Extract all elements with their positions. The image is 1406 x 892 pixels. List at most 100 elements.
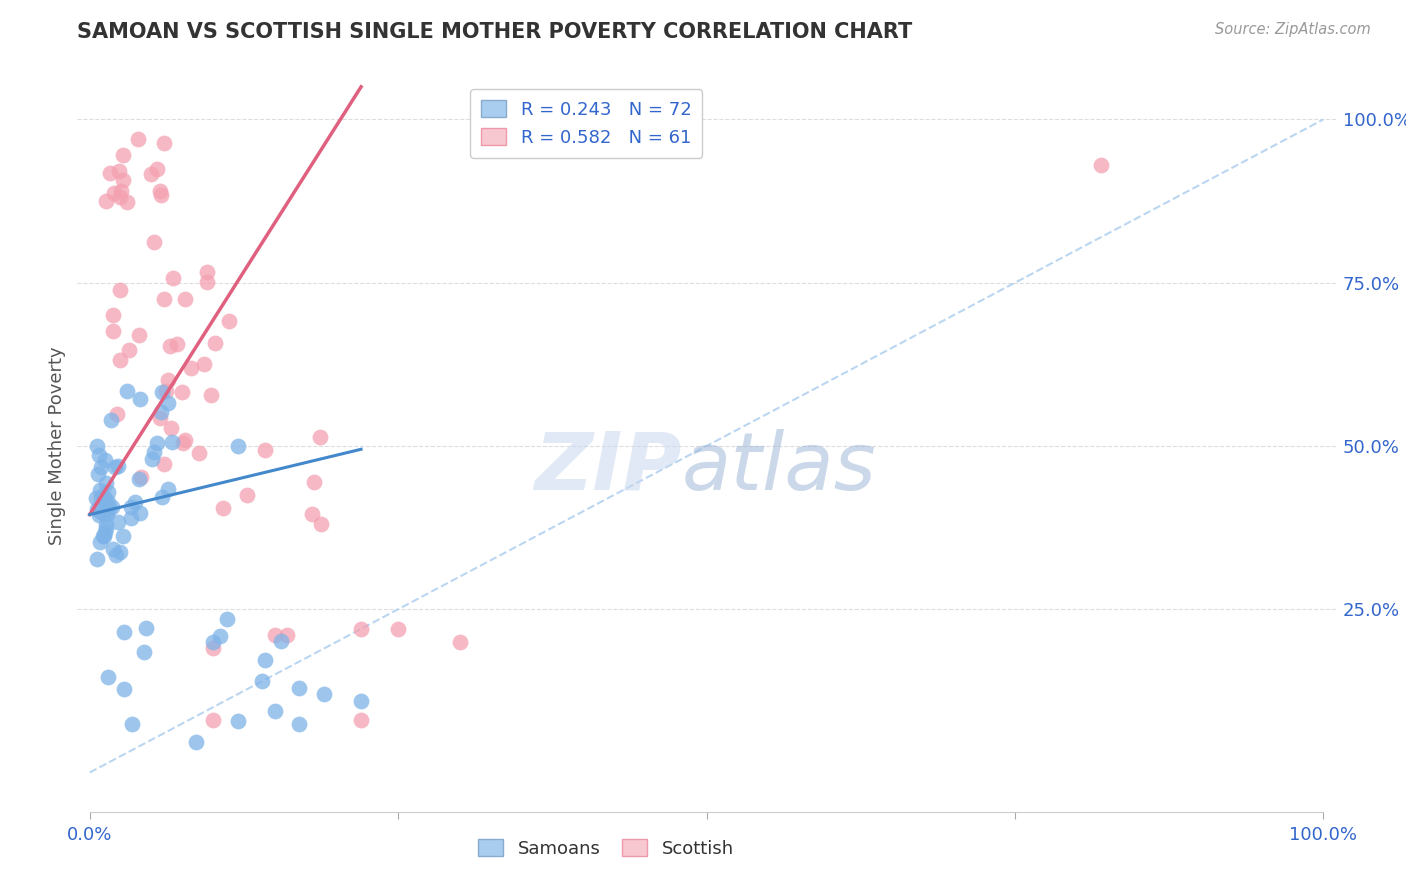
Point: [94, 521, 117, 535]
Point: [129, 506, 152, 520]
Point: [111, 147, 134, 161]
Point: [87, 467, 110, 481]
Point: [304, 475, 326, 489]
Point: [309, 430, 332, 444]
Point: [90, 491, 112, 505]
Point: [312, 687, 335, 701]
Point: [97, 495, 120, 509]
Point: [94, 453, 117, 467]
Point: [128, 472, 150, 486]
Point: [236, 488, 259, 502]
Point: [143, 235, 166, 249]
Point: [104, 459, 127, 474]
Point: [112, 624, 135, 639]
Point: [129, 392, 152, 406]
Point: [218, 314, 240, 328]
Point: [226, 714, 249, 728]
Point: [150, 491, 173, 505]
Point: [108, 190, 131, 204]
Point: [143, 444, 166, 458]
Text: ZIP: ZIP: [534, 429, 682, 507]
Point: [202, 714, 225, 728]
Point: [309, 517, 332, 532]
Point: [110, 353, 132, 368]
Point: [166, 337, 188, 351]
Point: [103, 186, 125, 201]
Point: [276, 628, 298, 642]
Point: [156, 396, 179, 410]
Point: [97, 484, 120, 499]
Point: [107, 458, 129, 473]
Point: [200, 387, 222, 401]
Point: [110, 184, 132, 198]
Point: [149, 188, 172, 202]
Point: [108, 164, 131, 178]
Point: [117, 343, 139, 357]
Point: [145, 162, 167, 177]
Point: [101, 308, 124, 322]
Legend: Samoans, Scottish: Samoans, Scottish: [471, 831, 741, 865]
Point: [193, 357, 215, 371]
Point: [108, 545, 131, 559]
Point: [1090, 158, 1112, 172]
Point: [134, 645, 156, 659]
Point: [201, 635, 224, 649]
Point: [101, 500, 124, 515]
Point: [94, 517, 117, 532]
Point: [120, 500, 142, 515]
Point: [91, 529, 114, 543]
Point: [101, 324, 124, 338]
Point: [89, 508, 111, 522]
Point: [96, 507, 118, 521]
Point: [153, 136, 176, 150]
Point: [127, 132, 149, 146]
Point: [115, 384, 138, 398]
Point: [155, 384, 177, 398]
Point: [253, 652, 276, 666]
Point: [94, 194, 117, 209]
Point: [208, 629, 231, 643]
Point: [93, 491, 115, 506]
Point: [263, 628, 285, 642]
Point: [204, 335, 226, 350]
Text: atlas: atlas: [682, 429, 876, 507]
Point: [121, 717, 143, 731]
Point: [202, 641, 225, 656]
Point: [153, 292, 176, 306]
Point: [288, 681, 311, 695]
Point: [162, 270, 184, 285]
Point: [174, 433, 197, 447]
Point: [86, 502, 108, 516]
Point: [215, 612, 238, 626]
Point: [157, 482, 180, 496]
Point: [120, 511, 142, 525]
Point: [91, 506, 114, 520]
Point: [98, 501, 121, 516]
Point: [350, 694, 373, 708]
Point: [110, 284, 132, 298]
Point: [94, 475, 117, 490]
Point: [226, 439, 249, 453]
Point: [174, 292, 197, 306]
Point: [131, 470, 153, 484]
Point: [146, 436, 169, 450]
Point: [149, 410, 172, 425]
Y-axis label: Single Mother Poverty: Single Mother Poverty: [48, 347, 66, 545]
Point: [212, 501, 235, 516]
Point: [86, 551, 108, 566]
Point: [111, 528, 134, 542]
Point: [172, 435, 194, 450]
Point: [89, 535, 111, 549]
Point: [195, 264, 218, 278]
Point: [84, 491, 107, 505]
Point: [139, 167, 162, 181]
Point: [149, 184, 172, 198]
Point: [149, 405, 172, 419]
Point: [350, 714, 373, 728]
Point: [124, 495, 146, 509]
Point: [180, 361, 202, 376]
Point: [253, 443, 276, 458]
Point: [288, 717, 311, 731]
Point: [350, 622, 373, 636]
Point: [157, 373, 180, 387]
